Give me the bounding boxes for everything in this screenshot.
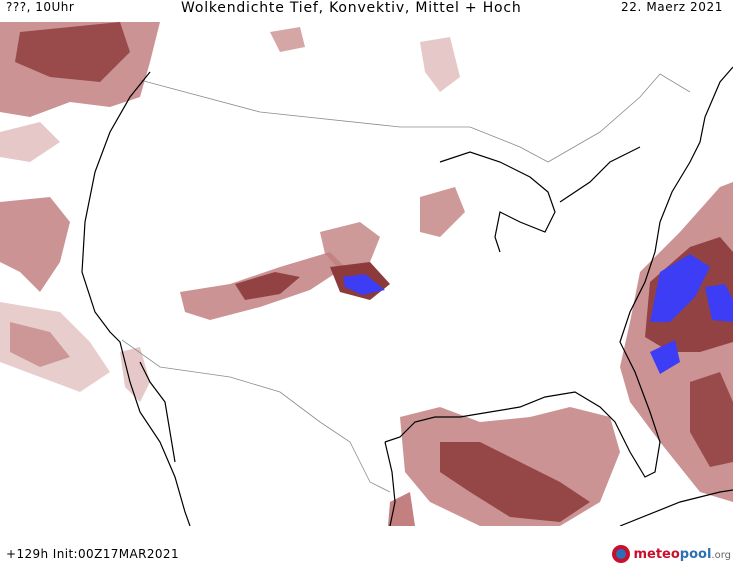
meteopool-logo[interactable]: meteopool.org [612, 544, 731, 564]
meteopool-logo-icon [612, 545, 631, 563]
cloud-density-map [0, 22, 733, 526]
run-label: ???, 10Uhr [6, 0, 75, 14]
meteopool-logo-text: meteopool.org [633, 547, 731, 562]
map-header: ???, 10Uhr Wolkendichte Tief, Konvektiv,… [0, 0, 733, 22]
logo-pool: pool [679, 546, 712, 562]
political-borders [121, 73, 691, 493]
cloud-field-atlantic [620, 182, 733, 502]
cloud-field-central [180, 27, 465, 320]
map-canvas [0, 22, 733, 526]
map-title: Wolkendichte Tief, Konvektiv, Mittel + H… [181, 0, 522, 16]
map-footer: +129h Init:00Z17MAR2021 meteopool.org [0, 526, 733, 566]
logo-meteo: meteo [633, 546, 680, 562]
forecast-init-info: +129h Init:00Z17MAR2021 [6, 547, 180, 561]
valid-date: 22. Maerz 2021 [621, 0, 723, 14]
cloud-field-gulf [120, 347, 620, 526]
cloud-field-nw [0, 22, 160, 392]
logo-org: .org [711, 549, 731, 561]
coastlines [81, 66, 733, 526]
